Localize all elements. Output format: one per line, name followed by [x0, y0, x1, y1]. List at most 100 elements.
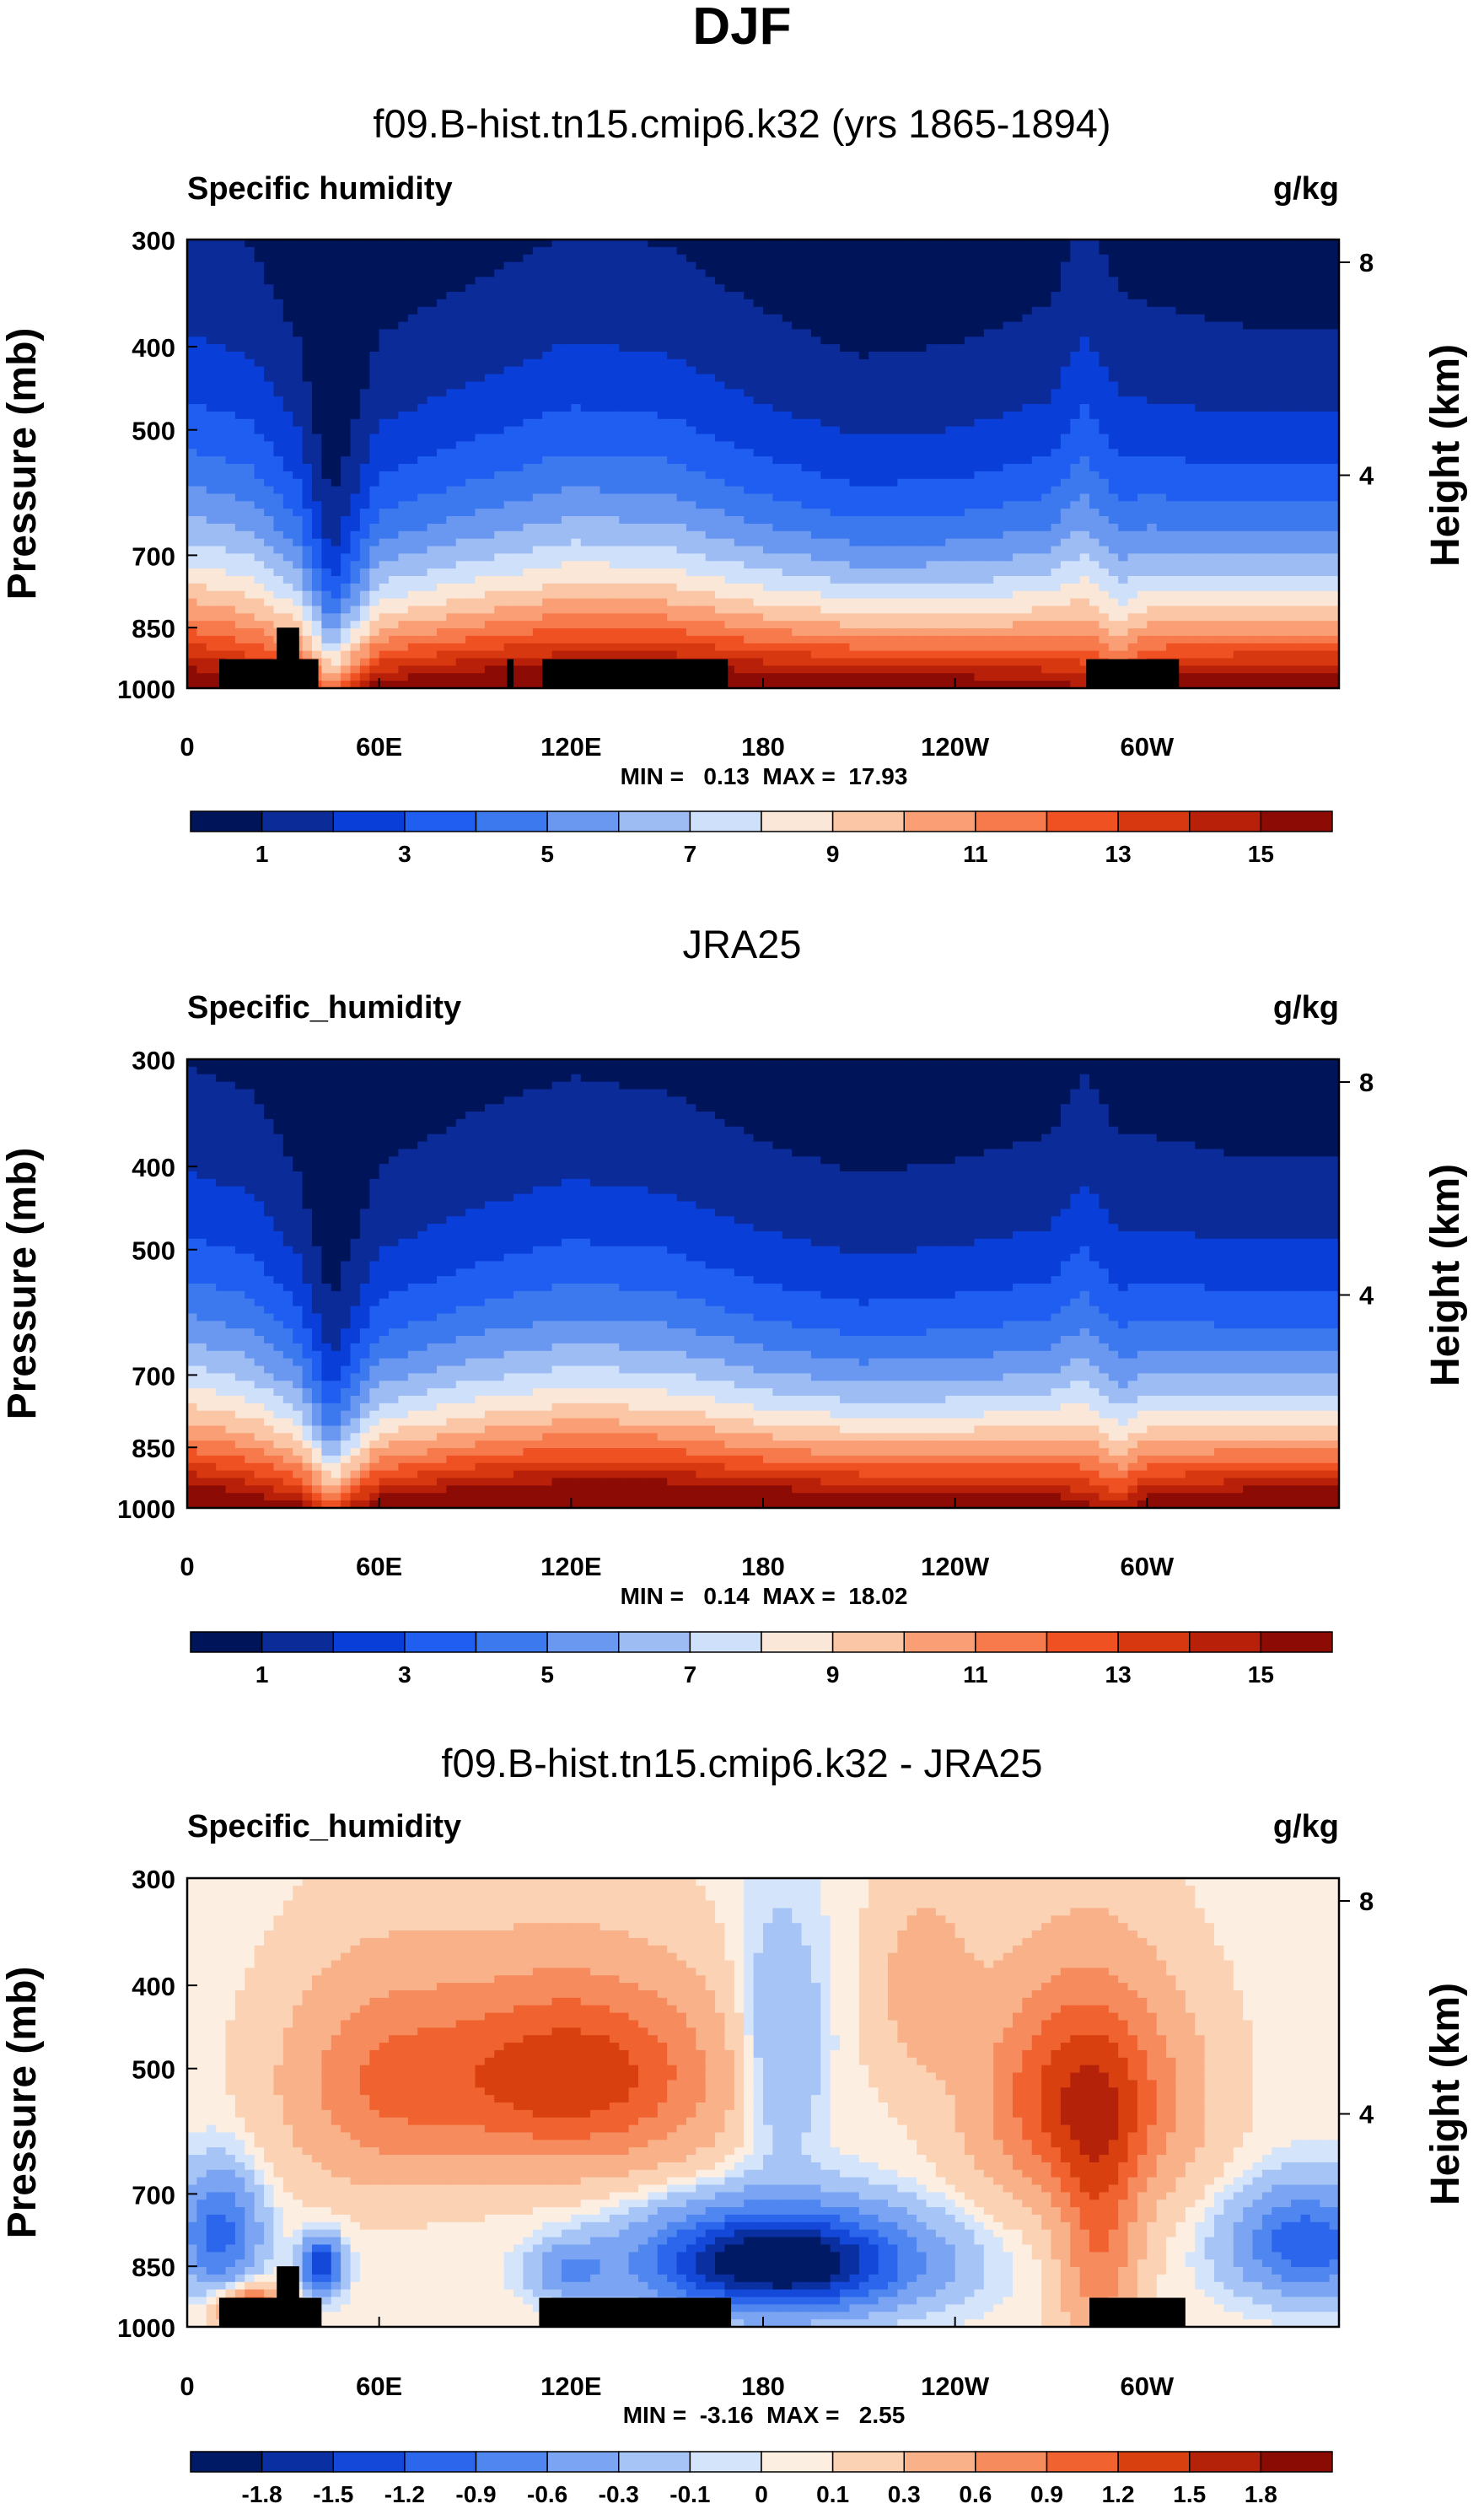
field-cell	[715, 516, 726, 525]
field-cell	[1195, 299, 1206, 308]
field-cell	[350, 261, 361, 271]
field-cell	[1003, 352, 1014, 360]
field-cell	[993, 486, 1004, 495]
field-cell	[974, 486, 985, 495]
field-cell	[245, 254, 255, 263]
field-cell	[676, 456, 687, 465]
field-cell	[830, 299, 841, 308]
field-cell	[1099, 478, 1110, 487]
field-cell	[628, 411, 639, 420]
field-cell	[792, 358, 803, 368]
field-cell	[264, 240, 275, 248]
field-cell	[1079, 449, 1090, 457]
field-cell	[551, 306, 562, 315]
field-cell	[580, 246, 591, 256]
field-cell	[225, 292, 236, 300]
field-cell	[494, 321, 505, 330]
field-cell	[234, 389, 245, 397]
field-cell	[350, 254, 361, 263]
field-cell	[801, 344, 812, 353]
field-cell	[945, 321, 956, 330]
field-cell	[609, 246, 620, 256]
field-cell	[926, 366, 937, 375]
field-cell	[638, 321, 648, 330]
field-cell	[187, 538, 197, 547]
field-cell	[417, 433, 428, 442]
field-cell	[801, 269, 812, 277]
field-cell	[810, 404, 821, 412]
field-cell	[801, 523, 812, 532]
field-cell	[1108, 396, 1119, 405]
field-cell	[600, 306, 610, 315]
field-cell	[446, 523, 457, 532]
field-cell	[1281, 254, 1292, 263]
field-cell	[264, 389, 275, 397]
field-cell	[1041, 478, 1052, 487]
field-cell	[1099, 374, 1110, 383]
field-cell	[696, 389, 707, 397]
field-cell	[580, 456, 591, 465]
field-cell	[868, 329, 879, 337]
field-cell	[359, 381, 370, 390]
field-cell	[273, 246, 284, 256]
field-cell	[446, 396, 457, 405]
field-cell	[1127, 329, 1138, 337]
field-cell	[868, 546, 879, 554]
field-cell	[1079, 396, 1090, 405]
field-cell	[1300, 433, 1311, 442]
field-cell	[1300, 523, 1311, 532]
field-cell	[216, 240, 227, 248]
field-cell	[494, 277, 505, 285]
field-cell	[1329, 389, 1340, 397]
field-cell	[1214, 374, 1224, 383]
field-cell	[321, 329, 332, 337]
field-cell	[1261, 240, 1272, 248]
field-cell	[897, 501, 908, 509]
field-cell	[1060, 426, 1071, 435]
field-cell	[321, 471, 332, 480]
field-cell	[398, 464, 409, 472]
field-cell	[465, 411, 476, 420]
field-cell	[1079, 523, 1090, 532]
field-cell	[887, 352, 898, 360]
field-cell	[273, 478, 284, 487]
field-cell	[772, 366, 783, 375]
field-cell	[225, 240, 236, 248]
field-cell	[427, 284, 438, 293]
field-cell	[676, 299, 687, 308]
field-cell	[187, 240, 197, 248]
field-cell	[696, 396, 707, 405]
field-cell	[945, 329, 956, 337]
field-cell	[427, 509, 438, 517]
field-cell	[667, 337, 678, 345]
field-cell	[887, 306, 898, 315]
field-cell	[561, 530, 572, 540]
field-cell	[878, 411, 889, 420]
field-cell	[580, 337, 591, 345]
field-cell	[657, 546, 668, 554]
field-cell	[1320, 366, 1331, 375]
field-cell	[993, 344, 1004, 353]
field-cell	[1089, 396, 1100, 405]
field-cell	[600, 418, 610, 428]
field-cell	[897, 486, 908, 495]
field-cell	[1185, 404, 1196, 412]
field-cell	[1309, 352, 1320, 360]
field-cell	[1156, 456, 1167, 465]
field-cell	[264, 374, 275, 383]
field-cell	[282, 284, 293, 293]
field-cell	[858, 306, 869, 315]
field-cell	[206, 464, 217, 472]
field-cell	[436, 314, 447, 323]
field-cell	[513, 344, 524, 353]
field-cell	[1060, 441, 1071, 450]
field-cell	[590, 269, 601, 277]
field-cell	[311, 396, 322, 405]
field-cell	[935, 471, 946, 480]
field-cell	[1003, 396, 1014, 405]
field-cell	[849, 516, 860, 525]
field-cell	[475, 449, 486, 457]
field-cell	[965, 516, 976, 525]
field-cell	[1031, 411, 1042, 420]
field-cell	[1175, 478, 1186, 487]
